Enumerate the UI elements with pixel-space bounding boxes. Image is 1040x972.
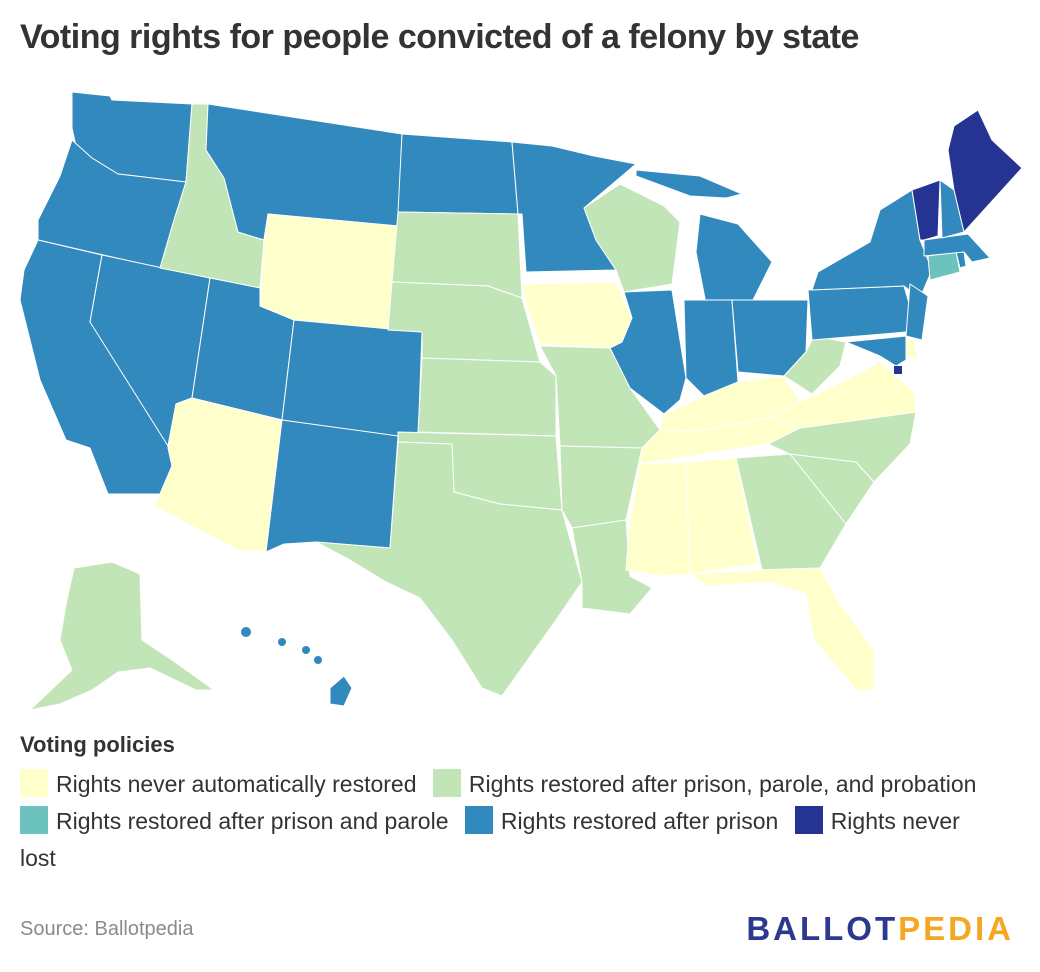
legend-item-after-prison: Rights restored after prison: [464, 806, 785, 834]
state-VT[interactable]: [911, 179, 941, 241]
state-TX[interactable]: [315, 441, 583, 697]
legend-label: Rights restored after prison: [500, 808, 779, 834]
state-IA[interactable]: [521, 281, 633, 349]
state-WI[interactable]: [583, 183, 681, 293]
legend-swatch: [20, 769, 48, 797]
state-HI-island4[interactable]: [314, 656, 322, 664]
legend-label: Rights restored after prison and parole: [56, 808, 449, 834]
state-DC[interactable]: [894, 366, 902, 374]
state-VA[interactable]: [769, 361, 917, 429]
state-IN[interactable]: [683, 299, 739, 397]
map-title: Voting rights for people convicted of a …: [20, 18, 859, 56]
ballotpedia-logo: BALLOTPEDIA: [746, 910, 1014, 948]
legend-swatch: [20, 806, 48, 834]
us-state-map: [19, 91, 1023, 711]
state-PA[interactable]: [807, 285, 913, 341]
state-AK[interactable]: [29, 561, 215, 711]
source-note: Source: Ballotpedia: [20, 918, 194, 940]
legend-item-never-lost: Rights never lost: [20, 806, 960, 871]
state-ME[interactable]: [947, 109, 1023, 233]
legend-swatch: [794, 806, 823, 834]
state-AR[interactable]: [559, 445, 643, 529]
state-HI-island2[interactable]: [278, 638, 286, 646]
legend-swatch: [432, 769, 461, 797]
logo-part-1: BALLOT: [746, 910, 899, 947]
state-NY[interactable]: [811, 189, 933, 299]
logo-part-2: PEDIA: [898, 910, 1014, 947]
state-CT[interactable]: [927, 251, 961, 281]
legend-label: Rights never lost: [20, 808, 960, 871]
legend-title: Voting policies: [20, 732, 175, 757]
state-MD[interactable]: [845, 335, 907, 367]
legend-item-never-restored: Rights never automatically restored: [20, 769, 423, 797]
state-HI-island[interactable]: [241, 627, 251, 637]
state-MI-lower[interactable]: [695, 213, 773, 305]
state-WY[interactable]: [259, 213, 399, 331]
legend-label: Rights restored after prison, parole, an…: [468, 771, 977, 797]
state-AZ[interactable]: [153, 397, 283, 553]
legend-swatch: [464, 806, 493, 834]
legend-label: Rights never automatically restored: [56, 771, 417, 797]
legend: Rights never automatically restored Righ…: [20, 766, 980, 877]
state-LA[interactable]: [571, 519, 653, 615]
state-DE[interactable]: [905, 337, 919, 361]
state-AL[interactable]: [685, 457, 759, 575]
legend-item-after-probation: Rights restored after prison, parole, an…: [432, 769, 977, 797]
state-NJ[interactable]: [905, 283, 929, 341]
state-ND[interactable]: [397, 133, 519, 215]
state-KS[interactable]: [417, 357, 557, 437]
state-MA[interactable]: [923, 233, 991, 263]
state-HI-island3[interactable]: [302, 646, 310, 654]
state-MI[interactable]: [635, 169, 743, 199]
state-FL[interactable]: [689, 567, 875, 691]
state-NM[interactable]: [265, 419, 399, 553]
legend-item-after-parole: Rights restored after prison and parole: [20, 806, 455, 834]
state-HI[interactable]: [329, 675, 353, 707]
state-IL[interactable]: [609, 289, 687, 415]
state-GA[interactable]: [735, 453, 847, 571]
